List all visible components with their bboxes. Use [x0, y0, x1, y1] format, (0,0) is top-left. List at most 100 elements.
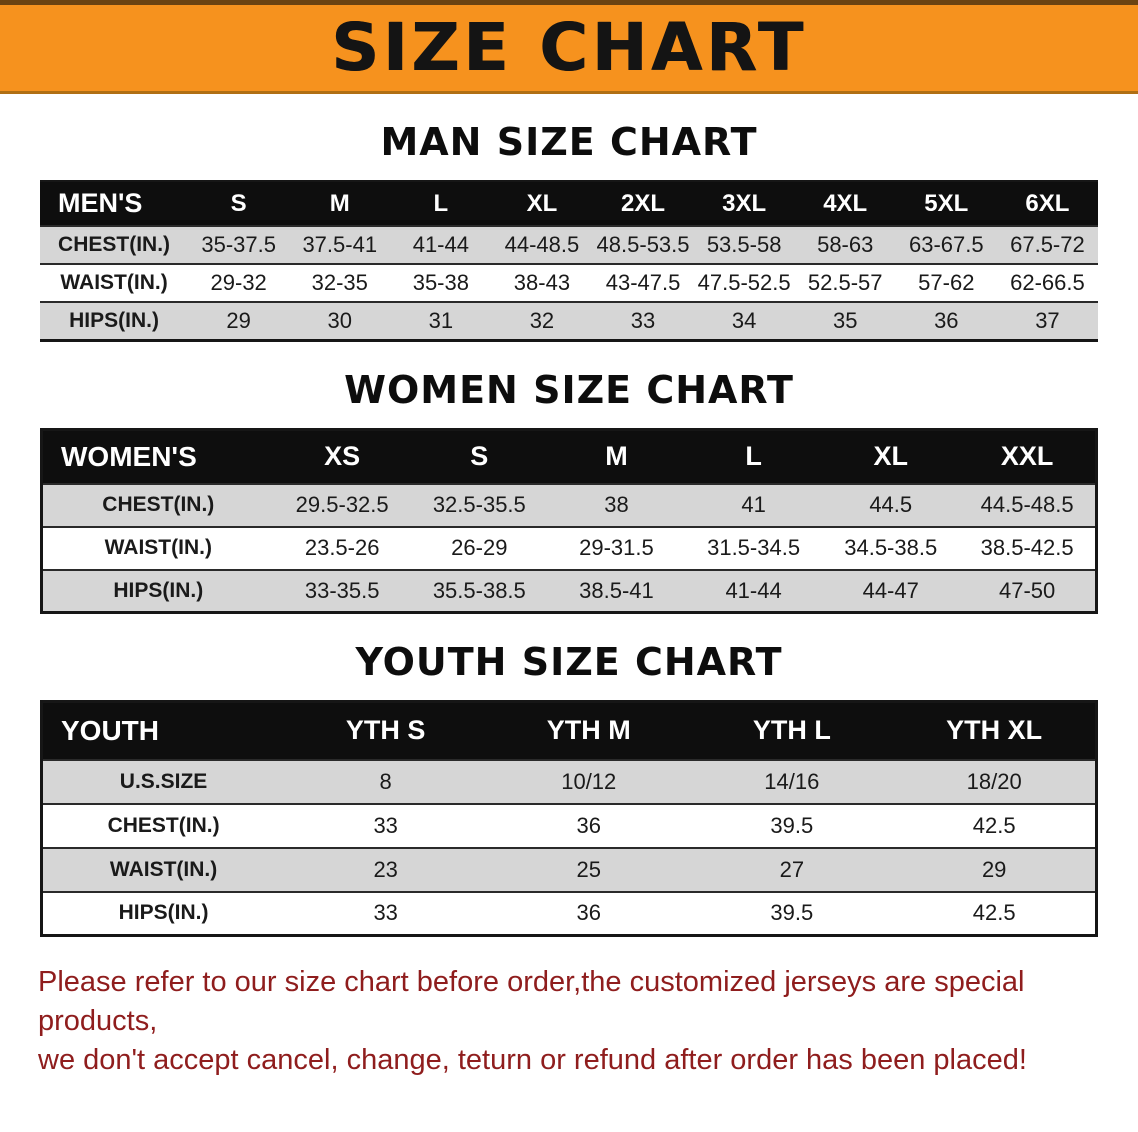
size-value-cell: 34.5-38.5: [822, 526, 960, 570]
size-value-cell: 29: [188, 302, 290, 341]
size-value-cell: 39.5: [690, 803, 894, 848]
size-header-cell: XL: [822, 429, 960, 484]
table-row: CHEST(IN.) 33 36 39.5 42.5: [41, 803, 1097, 848]
size-header-cell: L: [390, 181, 492, 226]
size-header-cell: 4XL: [794, 181, 896, 226]
size-value-cell: 52.5-57: [794, 264, 896, 302]
size-value-cell: 44.5-48.5: [959, 483, 1097, 527]
size-value-cell: 23: [284, 847, 488, 892]
size-header-cell: M: [547, 429, 686, 484]
size-value-cell: 31.5-34.5: [685, 526, 823, 570]
size-header-cell: L: [685, 429, 823, 484]
size-value-cell: 42.5: [893, 803, 1097, 848]
measurement-label-cell: WAIST(IN.): [41, 526, 274, 570]
measurement-label-cell: U.S.SIZE: [41, 759, 285, 804]
page-title: SIZE CHART: [331, 9, 807, 86]
size-value-cell: 36: [487, 803, 691, 848]
size-value-cell: 63-67.5: [895, 226, 997, 264]
measurement-label-cell: HIPS(IN.): [41, 891, 285, 936]
size-header-cell: 5XL: [895, 181, 997, 226]
size-value-cell: 33: [284, 891, 488, 936]
size-value-cell: 57-62: [895, 264, 997, 302]
size-header-cell: S: [410, 429, 548, 484]
size-header-cell: XS: [273, 429, 411, 484]
size-value-cell: 34: [693, 302, 795, 341]
size-value-cell: 33: [592, 302, 694, 341]
size-value-cell: 38.5-41: [547, 569, 686, 613]
youth-section-title: YOUTH SIZE CHART: [355, 640, 783, 684]
table-title-cell: YOUTH: [41, 701, 285, 760]
size-value-cell: 44.5: [822, 483, 960, 527]
size-value-cell: 23.5-26: [273, 526, 411, 570]
size-value-cell: 41-44: [390, 226, 492, 264]
size-value-cell: 29-31.5: [547, 526, 686, 570]
size-header-cell: XXL: [959, 429, 1097, 484]
size-value-cell: 48.5-53.5: [592, 226, 694, 264]
measurement-label-cell: CHEST(IN.): [41, 803, 285, 848]
size-value-cell: 18/20: [893, 759, 1097, 804]
size-header-cell: 2XL: [592, 181, 694, 226]
size-value-cell: 30: [289, 302, 391, 341]
size-value-cell: 44-48.5: [491, 226, 593, 264]
size-value-cell: 35.5-38.5: [410, 569, 548, 613]
measurement-label-cell: CHEST(IN.): [41, 483, 274, 527]
men-size-table: MEN'S S M L XL 2XL 3XL 4XL 5XL 6XL CHEST(IN.) 35-37…: [40, 180, 1098, 342]
size-value-cell: 31: [390, 302, 492, 341]
size-value-cell: 37.5-41: [289, 226, 391, 264]
measurement-label-cell: WAIST(IN.): [41, 847, 285, 892]
size-value-cell: 29.5-32.5: [273, 483, 411, 527]
size-value-cell: 41-44: [685, 569, 823, 613]
size-value-cell: 38.5-42.5: [959, 526, 1097, 570]
size-value-cell: 42.5: [893, 891, 1097, 936]
size-value-cell: 32: [491, 302, 593, 341]
table-row: U.S.SIZE 8 10/12 14/16 18/20: [41, 759, 1097, 804]
notice-line-1: Please refer to our size chart before or…: [38, 966, 1025, 1038]
size-value-cell: 35-38: [390, 264, 492, 302]
size-value-cell: 36: [487, 891, 691, 936]
women-size-section: WOMEN SIZE CHART WOMEN'S XS S M L XL XXL CHEST(…: [0, 368, 1138, 614]
table-header-row: MEN'S S M L XL 2XL 3XL 4XL 5XL 6XL: [40, 181, 1098, 226]
size-value-cell: 38: [547, 483, 686, 527]
size-header-cell: YTH L: [690, 701, 894, 760]
size-value-cell: 33: [284, 803, 488, 848]
size-value-cell: 10/12: [487, 759, 691, 804]
size-value-cell: 43-47.5: [592, 264, 694, 302]
size-value-cell: 38-43: [491, 264, 593, 302]
table-row: HIPS(IN.) 29 30 31 32 33 34 35 36 37: [40, 302, 1098, 341]
size-value-cell: 35: [794, 302, 896, 341]
measurement-label-cell: CHEST(IN.): [40, 226, 189, 264]
size-value-cell: 26-29: [410, 526, 548, 570]
notice-line-2: we don't accept cancel, change, teturn o…: [38, 1044, 1027, 1077]
size-header-cell: YTH S: [284, 701, 488, 760]
size-value-cell: 33-35.5: [273, 569, 411, 613]
size-value-cell: 32.5-35.5: [410, 483, 548, 527]
size-value-cell: 36: [895, 302, 997, 341]
size-header-cell: YTH M: [487, 701, 691, 760]
size-value-cell: 44-47: [822, 569, 960, 613]
table-row: HIPS(IN.) 33 36 39.5 42.5: [41, 891, 1097, 936]
size-header-cell: 6XL: [996, 181, 1098, 226]
measurement-label-cell: WAIST(IN.): [40, 264, 189, 302]
banner: SIZE CHART: [0, 0, 1138, 94]
size-value-cell: 27: [690, 847, 894, 892]
size-value-cell: 37: [996, 302, 1098, 341]
size-chart-page: SIZE CHART MAN SIZE CHART MEN'S S M L XL 2XL 3…: [0, 0, 1138, 1077]
size-value-cell: 41: [685, 483, 823, 527]
table-row: HIPS(IN.) 33-35.5 35.5-38.5 38.5-41 41-44 44-…: [41, 569, 1097, 613]
size-header-cell: M: [289, 181, 391, 226]
youth-size-table: YOUTH YTH S YTH M YTH L YTH XL U.S.SIZE 8 10/12…: [40, 700, 1098, 937]
size-value-cell: 62-66.5: [996, 264, 1098, 302]
size-header-cell: XL: [491, 181, 593, 226]
women-section-title: WOMEN SIZE CHART: [344, 368, 794, 412]
size-header-cell: 3XL: [693, 181, 795, 226]
size-value-cell: 14/16: [690, 759, 894, 804]
men-section-title: MAN SIZE CHART: [380, 120, 758, 164]
size-value-cell: 58-63: [794, 226, 896, 264]
table-row: WAIST(IN.) 23.5-26 26-29 29-31.5 31.5-34.5 34…: [41, 526, 1097, 570]
size-value-cell: 47-50: [959, 569, 1097, 613]
measurement-label-cell: HIPS(IN.): [40, 302, 189, 341]
men-size-section: MAN SIZE CHART MEN'S S M L XL 2XL 3XL 4XL 5XL 6XL…: [0, 120, 1138, 342]
size-value-cell: 32-35: [289, 264, 391, 302]
table-title-cell: MEN'S: [40, 181, 189, 226]
table-header-row: WOMEN'S XS S M L XL XXL: [41, 429, 1097, 484]
